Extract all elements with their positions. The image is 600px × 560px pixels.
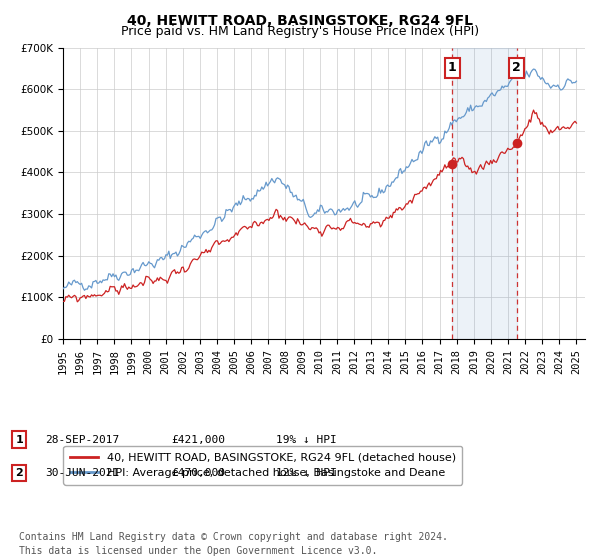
Text: Contains HM Land Registry data © Crown copyright and database right 2024.
This d: Contains HM Land Registry data © Crown c… <box>19 533 448 556</box>
Text: 1: 1 <box>16 435 23 445</box>
Text: £421,000: £421,000 <box>171 435 225 445</box>
Text: 2: 2 <box>512 62 521 74</box>
Text: 2: 2 <box>16 468 23 478</box>
Text: £470,000: £470,000 <box>171 468 225 478</box>
Text: 1: 1 <box>448 62 457 74</box>
Text: 28-SEP-2017: 28-SEP-2017 <box>45 435 119 445</box>
Text: 19% ↓ HPI: 19% ↓ HPI <box>276 435 337 445</box>
Bar <box>452 48 517 339</box>
Text: 12% ↓ HPI: 12% ↓ HPI <box>276 468 337 478</box>
Legend: 40, HEWITT ROAD, BASINGSTOKE, RG24 9FL (detached house), HPI: Average price, det: 40, HEWITT ROAD, BASINGSTOKE, RG24 9FL (… <box>64 446 463 484</box>
Text: 40, HEWITT ROAD, BASINGSTOKE, RG24 9FL: 40, HEWITT ROAD, BASINGSTOKE, RG24 9FL <box>127 14 473 28</box>
Text: Price paid vs. HM Land Registry's House Price Index (HPI): Price paid vs. HM Land Registry's House … <box>121 25 479 38</box>
Text: 30-JUN-2021: 30-JUN-2021 <box>45 468 119 478</box>
